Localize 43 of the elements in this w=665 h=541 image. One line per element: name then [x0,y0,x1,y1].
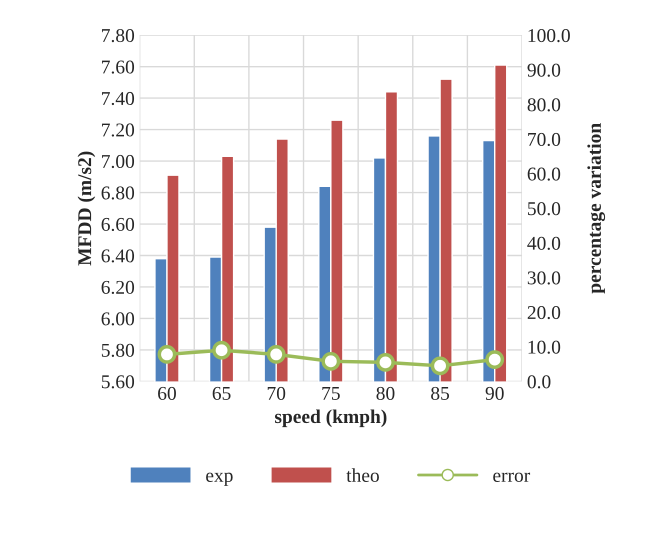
y2-axis-title: percentage variation [587,123,606,294]
y2-tick-label: 60.0 [528,167,560,181]
x-tick-label: 90 [486,386,504,400]
y-tick-label: 7.00 [102,154,134,168]
y-tick-label: 6.40 [102,249,134,263]
point [376,352,395,372]
y2-tick-label: 10.0 [528,340,560,354]
y-tick-label: 7.60 [102,60,134,74]
y2-tick-label: 20.0 [528,306,560,320]
y-tick-label: 6.80 [102,186,134,200]
x-tick-label: 80 [376,386,394,400]
y2-tick-label: 0.0 [528,375,550,388]
legend-label: error [493,472,530,482]
x-tick-label: 65 [212,386,231,400]
point [158,345,176,364]
y-tick-label: 5.60 [102,375,134,388]
y-tick-label: 6.00 [102,312,134,326]
y-tick-label: 7.80 [102,28,134,42]
x-axis-title: speed (kmph) [274,409,386,428]
x-tick-label: 85 [431,386,450,400]
y2-tick-label: 100.0 [528,28,570,42]
point [430,356,450,376]
x-tick-label: 75 [322,387,340,400]
y2-tick-label: 90.0 [528,64,560,77]
x-tick-label: 60 [158,386,176,400]
legend-label: theo [346,468,379,482]
y2-tick-label: 70.0 [528,132,560,146]
y-tick-label: 5.80 [102,344,134,357]
legend-label: exp [206,472,233,486]
y-axis-title: MFDD (m/s2) [78,152,96,266]
y-tick-label: 6.20 [102,280,134,294]
y2-tick-label: 50.0 [528,202,560,216]
y2-tick-label: 80.0 [528,98,560,112]
point [321,352,340,371]
point [485,350,504,369]
y-tick-label: 7.40 [102,92,134,106]
point [266,345,286,364]
y2-tick-label: 40.0 [527,236,560,250]
y2-tick-label: 30.0 [528,271,560,285]
point [212,340,231,360]
y-tick-label: 6.60 [102,218,134,232]
y-tick-label: 7.20 [102,123,134,137]
x-tick-label: 70 [268,386,286,400]
